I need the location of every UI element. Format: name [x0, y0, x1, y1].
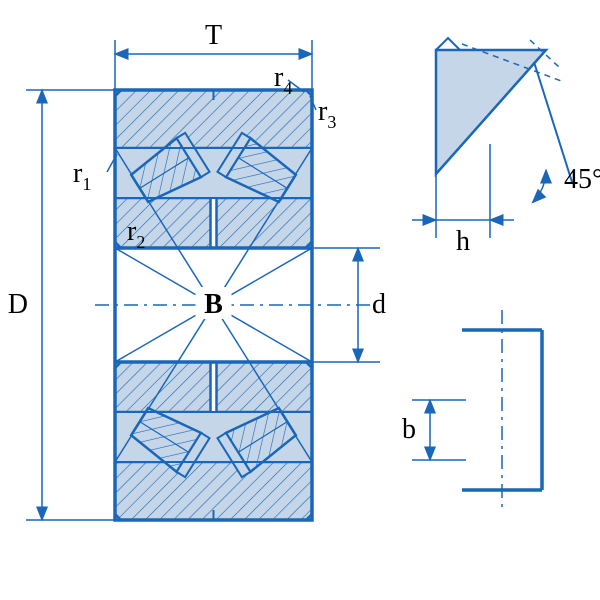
main-section [115, 90, 312, 520]
detail-step-region [410, 330, 580, 510]
detail-chamfer-region [430, 38, 590, 238]
dim-D [20, 90, 50, 520]
label-r1: r1 [73, 158, 91, 194]
label-r3: r3 [318, 96, 336, 132]
dim-T [115, 34, 312, 64]
dim-d [340, 248, 390, 362]
